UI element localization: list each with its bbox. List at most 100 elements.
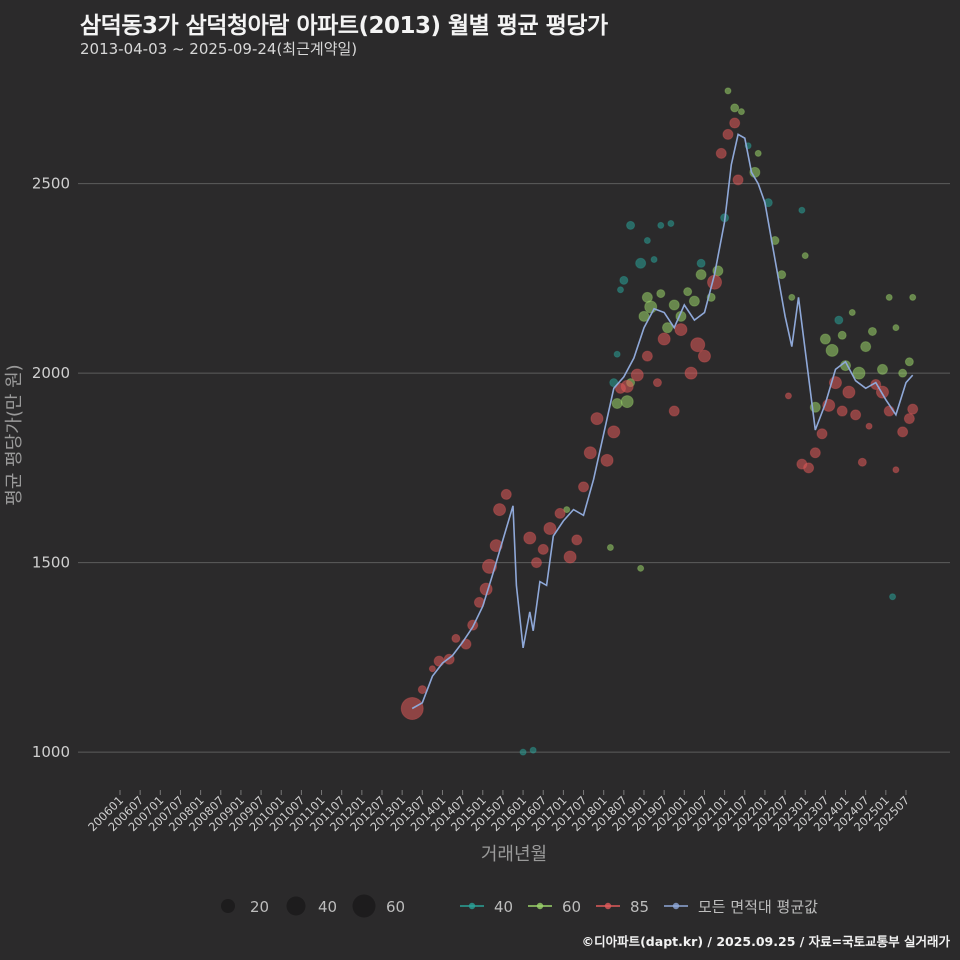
data-point-85 [907, 403, 919, 415]
data-point-85 [451, 633, 461, 643]
data-point-85 [842, 385, 856, 399]
data-point-60 [730, 103, 740, 113]
data-point-60 [688, 295, 700, 307]
data-point-40 [519, 748, 527, 756]
data-point-85 [537, 543, 549, 555]
data-point-85 [571, 534, 583, 546]
legend-series-label: 40 [494, 898, 513, 916]
data-point-85 [417, 685, 427, 695]
data-point-40 [834, 315, 844, 325]
y-axis-ticks: 1000 1500 2000 2500 [32, 175, 70, 761]
data-point-60 [876, 363, 888, 375]
y-tick-label: 2000 [32, 364, 70, 382]
average-line [411, 133, 914, 710]
data-point-85 [428, 665, 436, 673]
legend-size-circle [286, 896, 306, 916]
data-point-40 [619, 275, 629, 285]
data-point-85 [607, 425, 621, 439]
data-point-85 [857, 457, 867, 467]
data-point-60 [683, 287, 693, 297]
data-point-85 [583, 446, 597, 460]
data-point-60 [638, 310, 650, 322]
data-point-85 [722, 128, 734, 140]
data-point-85 [816, 428, 828, 440]
y-tick-label: 1500 [32, 554, 70, 572]
data-point-85 [523, 531, 537, 545]
y-tick-label: 1000 [32, 743, 70, 761]
data-point-85 [697, 349, 711, 363]
data-point-60 [885, 293, 893, 301]
data-point-85 [531, 557, 543, 569]
data-point-60 [737, 108, 745, 116]
data-point-60 [662, 322, 674, 334]
data-point-60 [898, 368, 908, 378]
data-point-60 [656, 289, 666, 299]
data-point-40 [626, 220, 636, 230]
data-point-85 [897, 426, 909, 438]
data-point-85 [590, 412, 604, 426]
data-point-85 [481, 558, 497, 574]
legend-series-label: 60 [562, 898, 581, 916]
data-point-85 [668, 405, 680, 417]
legend-series-dot [468, 902, 476, 910]
data-point-40 [657, 221, 665, 229]
data-point-40 [616, 286, 624, 294]
data-point-60 [611, 397, 623, 409]
data-point-40 [798, 206, 806, 214]
legend-size-label: 40 [318, 898, 337, 916]
data-point-85 [803, 462, 815, 474]
data-point-60 [819, 333, 831, 345]
data-point-60 [695, 269, 707, 281]
data-point-85 [500, 488, 512, 500]
legend-series-dot [604, 902, 612, 910]
data-point-85 [600, 453, 614, 467]
data-point-85 [630, 368, 644, 382]
data-point-85 [657, 332, 671, 346]
data-point-60 [860, 341, 872, 353]
scatter-points [400, 87, 919, 756]
data-point-60 [892, 324, 900, 332]
legend-size-circle [352, 894, 376, 918]
legend-series-label: 모든 면적대 평균값 [698, 898, 818, 916]
data-point-60 [668, 299, 680, 311]
average-line-layer [411, 133, 914, 710]
data-point-40 [529, 746, 537, 754]
legend-size-label: 60 [386, 898, 405, 916]
data-point-85 [652, 378, 662, 388]
data-point-85 [433, 655, 445, 667]
data-point-85 [732, 174, 744, 186]
data-point-60 [825, 343, 839, 357]
legend-size-circle [221, 899, 235, 913]
legend-series-label: 85 [630, 898, 649, 916]
data-point-60 [644, 300, 658, 314]
data-point-60 [848, 309, 856, 317]
data-point-40 [650, 255, 658, 263]
data-point-85 [809, 447, 821, 459]
data-point-85 [460, 638, 472, 650]
data-point-40 [667, 219, 675, 227]
data-point-85 [865, 422, 873, 430]
footer-credit: ©디아파트(dapt.kr) / 2025.09.25 / 자료=국토교통부 실… [581, 934, 950, 949]
x-axis-label: 거래년월 [481, 844, 547, 865]
data-point-85 [674, 323, 688, 337]
data-point-85 [554, 507, 566, 519]
chart-subtitle: 2013-04-03 ~ 2025-09-24(최근계약일) [80, 40, 358, 58]
data-point-60 [563, 506, 571, 514]
data-point-60 [904, 357, 914, 367]
data-point-60 [837, 330, 847, 340]
data-point-85 [493, 503, 507, 517]
data-point-60 [788, 293, 796, 301]
data-point-85 [620, 379, 634, 393]
data-point-40 [696, 258, 706, 268]
legend-series-dot [536, 902, 544, 910]
data-point-40 [613, 350, 621, 358]
data-point-40 [643, 237, 651, 245]
data-point-40 [635, 257, 647, 269]
data-point-60 [754, 149, 762, 157]
data-point-60 [620, 395, 634, 409]
y-axis-label: 평균 평당가(만 원) [4, 364, 25, 505]
x-axis-ticks: 2006012006072007012007072008012008072009… [85, 790, 912, 834]
data-point-60 [867, 326, 877, 336]
data-point-60 [724, 87, 732, 95]
